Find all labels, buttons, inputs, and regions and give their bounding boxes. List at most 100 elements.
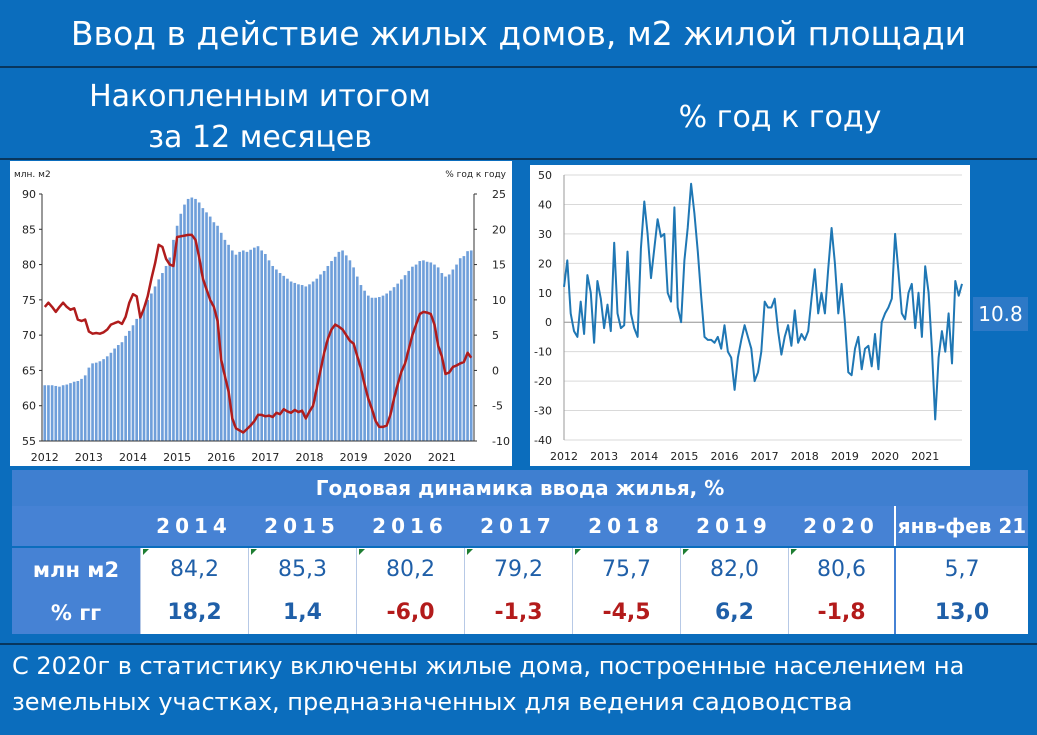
value-cell: 80,6 xyxy=(788,548,894,591)
y-tick-label: -30 xyxy=(534,405,552,418)
x-tick-label: 2015 xyxy=(163,451,191,464)
bar xyxy=(190,197,194,441)
bar xyxy=(366,295,370,441)
bar xyxy=(98,361,102,441)
bar xyxy=(359,285,363,441)
x-tick-label: 2017 xyxy=(751,450,779,463)
cumulative-chart: 55 60 65 70 75 80 85 90 -10 -5 0 5 10 15 20 25 млн. м2 % … xyxy=(10,161,512,466)
y-tick-label: 40 xyxy=(538,198,552,211)
bar xyxy=(80,378,83,441)
bar xyxy=(407,270,411,441)
yoy-line xyxy=(43,233,473,434)
bar xyxy=(425,261,429,441)
bar xyxy=(447,274,451,441)
year-cell-ytd: янв-фев 21 xyxy=(894,506,1028,546)
bar xyxy=(311,281,315,441)
value-cell: 82,0 xyxy=(680,548,788,591)
bar xyxy=(378,297,381,441)
bar xyxy=(455,264,458,441)
note-marker xyxy=(251,549,257,555)
value-cell: 80,2 xyxy=(356,548,464,591)
bar xyxy=(238,251,241,441)
bar xyxy=(161,273,164,441)
y-tick-label-left: 75 xyxy=(22,294,36,307)
bar xyxy=(304,286,308,441)
year-cell: 2018 xyxy=(588,514,664,538)
bar xyxy=(444,276,447,441)
bar xyxy=(208,216,212,441)
bar xyxy=(458,258,462,441)
bar xyxy=(186,198,190,441)
x-tick-label: 2017 xyxy=(251,451,279,464)
bar xyxy=(429,262,433,441)
bar xyxy=(411,266,414,441)
bar xyxy=(205,212,208,441)
x-tick-label: 2015 xyxy=(670,450,698,463)
bar xyxy=(260,250,264,441)
bar xyxy=(297,284,300,441)
bar xyxy=(275,269,278,441)
x-tick-label: 2012 xyxy=(31,451,59,464)
x-tick-label: 2019 xyxy=(340,451,368,464)
x-tick-label: 2014 xyxy=(119,451,147,464)
bar xyxy=(363,290,366,441)
x-tick-label: 2020 xyxy=(871,450,899,463)
bar xyxy=(157,279,161,441)
year-cell: 2019 xyxy=(696,514,772,538)
charts-top-divider xyxy=(0,158,1037,160)
bar xyxy=(341,250,344,441)
y-tick-label-left: 90 xyxy=(22,188,36,201)
bar xyxy=(124,335,127,441)
x-tick-label: 2016 xyxy=(711,450,739,463)
bar xyxy=(466,251,469,441)
bar xyxy=(370,297,374,441)
bar xyxy=(94,362,98,441)
bar xyxy=(414,264,418,441)
y-tick-label: 20 xyxy=(538,257,552,270)
y-tick-label-right: 0 xyxy=(492,364,499,377)
page-title: Ввод в действие жилых домов, м2 жилой пл… xyxy=(70,13,967,53)
bar xyxy=(315,278,319,441)
yoy-chart: -40 -30 -20 -10 0 10 20 30 40 50 2012 2013 2014 2015 2… xyxy=(530,165,970,466)
y-tick-label: 50 xyxy=(538,169,552,182)
bar xyxy=(102,359,105,441)
value-cell: 13,0 xyxy=(894,591,1028,634)
bar xyxy=(83,375,87,441)
bar xyxy=(179,213,183,441)
y-tick-label-right: 10 xyxy=(492,294,506,307)
bar xyxy=(131,325,135,441)
value-cell: 18,2 xyxy=(140,591,248,634)
bar xyxy=(264,253,267,441)
bar xyxy=(113,348,116,441)
footnote-divider xyxy=(0,643,1037,645)
bar xyxy=(256,246,260,441)
bar xyxy=(333,256,337,441)
y-tick-label-left: 60 xyxy=(22,400,36,413)
bar xyxy=(76,381,80,441)
value-cell: -1,3 xyxy=(464,591,572,634)
x-tick-label: 2012 xyxy=(550,450,578,463)
bar xyxy=(462,256,466,441)
bar xyxy=(65,384,69,441)
yoy-chart-svg: -40 -30 -20 -10 0 10 20 30 40 50 2012 2013 2014 2015 2… xyxy=(534,169,963,463)
left-axis-label: млн. м2 xyxy=(14,170,51,180)
y-tick-label-right: -5 xyxy=(492,400,503,413)
bar xyxy=(153,286,157,441)
yoy-monthly-line xyxy=(563,182,963,421)
y-tick-label-left: 65 xyxy=(22,364,36,377)
y-tick-label: -20 xyxy=(534,375,552,388)
bar xyxy=(400,279,403,441)
table-row-volume: млн м2 84,2 85,3 80,2 79,2 75,7 82,0 80,… xyxy=(12,548,1028,591)
bar xyxy=(422,260,425,441)
bar xyxy=(105,356,109,441)
bar xyxy=(183,204,186,441)
bar xyxy=(300,285,304,441)
value-cell: -1,8 xyxy=(788,591,894,634)
bar xyxy=(58,386,61,441)
x-tick-label: 2020 xyxy=(384,451,412,464)
title-divider xyxy=(0,66,1037,68)
bar xyxy=(91,363,94,441)
value-cell: 5,7 xyxy=(894,548,1028,591)
value-cell: -6,0 xyxy=(356,591,464,634)
bar xyxy=(385,293,389,441)
